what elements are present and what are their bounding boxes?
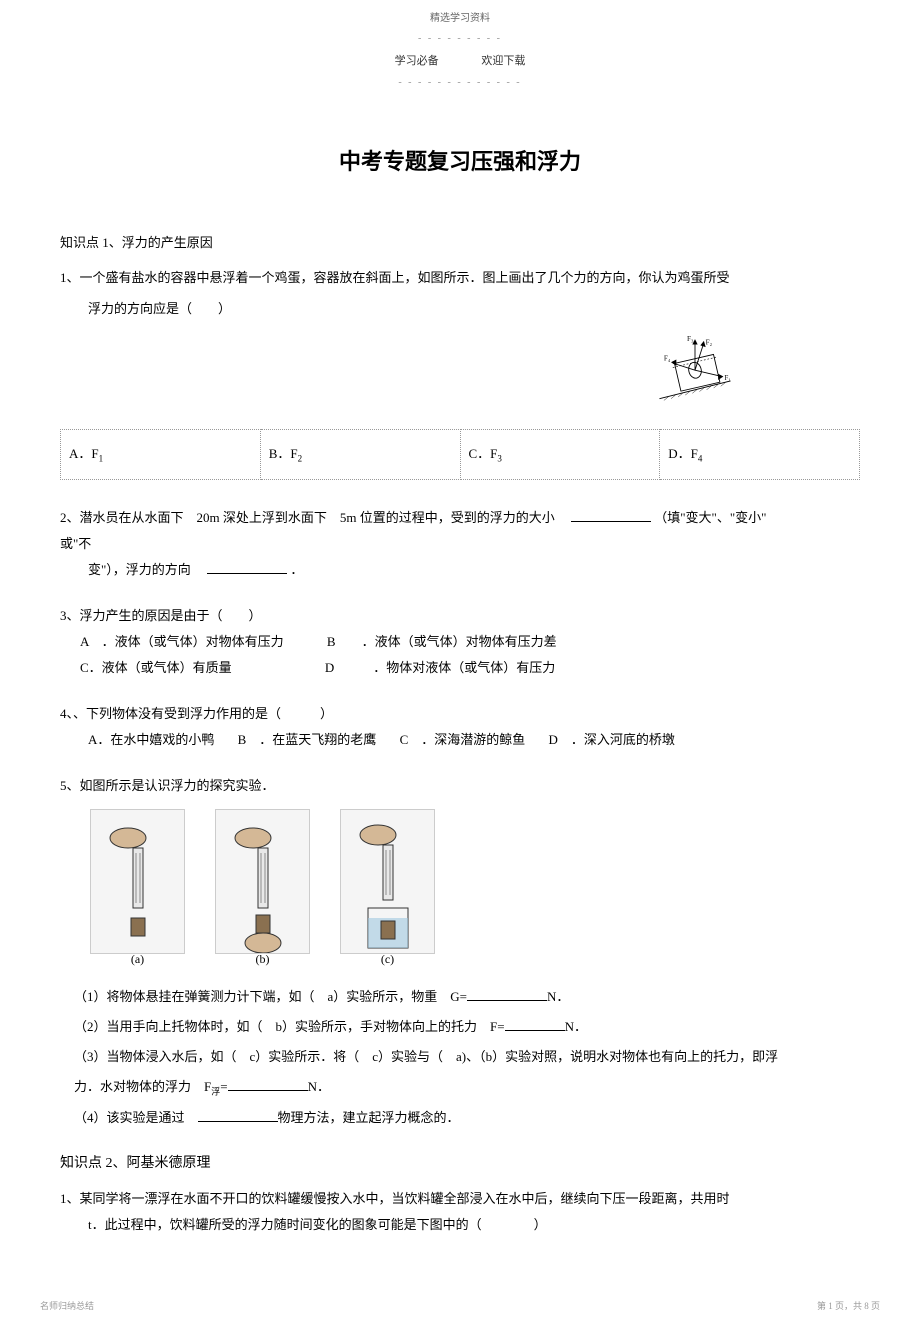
q2-line2-end: ．: [290, 562, 303, 577]
q5-blank4: [198, 1108, 278, 1122]
q4-opt-c: C ．深海潜游的鲸鱼: [400, 732, 526, 747]
content-area: 知识点 1、浮力的产生原因 1、一个盛有盐水的容器中悬浮着一个鸡蛋，容器放在斜面…: [40, 231, 880, 1238]
kp2-q1-text: 1、某同学将一漂浮在水面不开口的饮料罐缓慢按入水中，当饮料罐全部浸入在水中后，继…: [60, 1186, 860, 1212]
q1-opt-d: D．F4: [660, 430, 860, 480]
q5-sub2: （2）当用手向上托物体时，如（ b）实验所示，手对物体向上的托力 F=N．: [60, 1014, 860, 1040]
q1-opt-a: A．F1: [61, 430, 261, 480]
question-5: 5、如图所示是认识浮力的探究实验． (a): [60, 773, 860, 1131]
force-diagram-container: F₃ F₂ F₁ F₄: [60, 332, 860, 420]
q5-sub1: （1）将物体悬挂在弹簧测力计下端，如（ a）实验所示，物重 G=N．: [60, 984, 860, 1010]
kp1-heading: 知识点 1、浮力的产生原因: [60, 231, 860, 254]
question-2: 2、潜水员在从水面下 20m 深处上浮到水面下 5m 位置的过程中，受到的浮力的…: [60, 505, 860, 583]
exp-img-b: (b): [215, 809, 310, 954]
top-dashes: - - - - - - - - -: [40, 30, 880, 48]
q2-blank2: [207, 560, 287, 574]
q5-blank2: [505, 1017, 565, 1031]
sub-dashes: - - - - - - - - - - - - -: [40, 74, 880, 92]
q3-text: 3、浮力产生的原因是由于（ ）: [60, 603, 860, 629]
q5-sub3-line2: 力．水对物体的浮力 F浮=N．: [60, 1074, 860, 1101]
q2-text-end: （填"变大"、"变小": [654, 510, 766, 525]
q2-text: 2、潜水员在从水面下 20m 深处上浮到水面下 5m 位置的过程中，受到的浮力的…: [60, 510, 568, 525]
top-header: 精选学习资料: [40, 10, 880, 28]
svg-text:F₄: F₄: [664, 354, 671, 362]
q1-opt-b: B．F2: [260, 430, 460, 480]
sub-header: 学习必备 欢迎下载: [40, 52, 880, 72]
q1-text: 1、一个盛有盐水的容器中悬浮着一个鸡蛋，容器放在斜面上，如图所示．图上画出了几个…: [60, 265, 860, 291]
q4-options: A．在水中嬉戏的小鸭 B ．在蓝天飞翔的老鹰 C ．深海潜游的鲸鱼 D ．深入河…: [60, 727, 860, 753]
page-footer: 名师归纳总结 第 1 页，共 8 页: [40, 1298, 880, 1314]
q4-opt-b: B ．在蓝天飞翔的老鹰: [238, 732, 377, 747]
q5-sub4: （4）该实验是通过 物理方法，建立起浮力概念的．: [60, 1105, 860, 1131]
question-3: 3、浮力产生的原因是由于（ ） A ．液体（或气体）对物体有压力 B ．液体（或…: [60, 603, 860, 681]
q4-opt-a: A．在水中嬉戏的小鸭: [88, 732, 214, 747]
q1-options-table: A．F1 B．F2 C．F3 D．F4: [60, 429, 860, 480]
q5-blank3: [228, 1077, 308, 1091]
experiment-images: (a) (b): [90, 809, 860, 954]
question-4: 4、、下列物体没有受到浮力作用的是（ ） A．在水中嬉戏的小鸭 B ．在蓝天飞翔…: [60, 701, 860, 753]
kp2-question-1: 1、某同学将一漂浮在水面不开口的饮料罐缓慢按入水中，当饮料罐全部浸入在水中后，继…: [60, 1186, 860, 1238]
q2-line2-prefix: 或"不: [60, 531, 860, 557]
q4-text: 4、、下列物体没有受到浮力作用的是（ ）: [60, 701, 860, 727]
main-title: 中考专题复习压强和浮力: [40, 142, 880, 182]
force-diagram-svg: F₃ F₂ F₁ F₄: [650, 332, 740, 412]
svg-text:F₁: F₁: [724, 374, 730, 382]
q3-opt-d: D ．物体对液体（或气体）有压力: [325, 660, 555, 675]
exp-label-b: (b): [256, 947, 270, 971]
sub-left: 学习必备: [395, 55, 439, 67]
svg-text:F₂: F₂: [706, 338, 713, 346]
q3-opt-c: C．液体（或气体）有质量: [80, 660, 232, 675]
q3-opt-a: A ．液体（或气体）对物体有压力: [80, 634, 284, 649]
exp-label-a: (a): [131, 947, 144, 971]
exp-img-a: (a): [90, 809, 185, 954]
q3-opt-b: B ．液体（或气体）对物体有压力差: [327, 634, 557, 649]
svg-text:F₃: F₃: [687, 335, 694, 343]
q3-row1: A ．液体（或气体）对物体有压力 B ．液体（或气体）对物体有压力差: [60, 629, 860, 655]
kp2-heading: 知识点 2、阿基米德原理: [60, 1151, 860, 1176]
footer-right: 第 1 页，共 8 页: [817, 1298, 880, 1314]
kp2-q1-text2: t．此过程中，饮料罐所受的浮力随时间变化的图象可能是下图中的（ ）: [60, 1212, 860, 1238]
sub-right: 欢迎下载: [481, 55, 525, 67]
q2-line2-wrap: 变"），浮力的方向 ．: [60, 557, 860, 583]
q5-text: 5、如图所示是认识浮力的探究实验．: [60, 773, 860, 799]
q1-text2: 浮力的方向应是（ ）: [60, 296, 860, 322]
q1-opt-c: C．F3: [460, 430, 660, 480]
exp-img-c: (c): [340, 809, 435, 954]
footer-left: 名师归纳总结: [40, 1298, 94, 1314]
question-1: 1、一个盛有盐水的容器中悬浮着一个鸡蛋，容器放在斜面上，如图所示．图上画出了几个…: [60, 265, 860, 322]
q5-sub3: （3）当物体浸入水后，如（ c）实验所示．将（ c）实验与（ a)、（b）实验对…: [60, 1044, 860, 1070]
q2-blank1: [571, 508, 651, 522]
q4-opt-d: D ．深入河底的桥墩: [548, 732, 674, 747]
q2-line2: 变"），浮力的方向: [88, 562, 204, 577]
q3-row2: C．液体（或气体）有质量 D ．物体对液体（或气体）有压力: [60, 655, 860, 681]
exp-label-c: (c): [381, 947, 394, 971]
q5-blank1: [467, 987, 547, 1001]
